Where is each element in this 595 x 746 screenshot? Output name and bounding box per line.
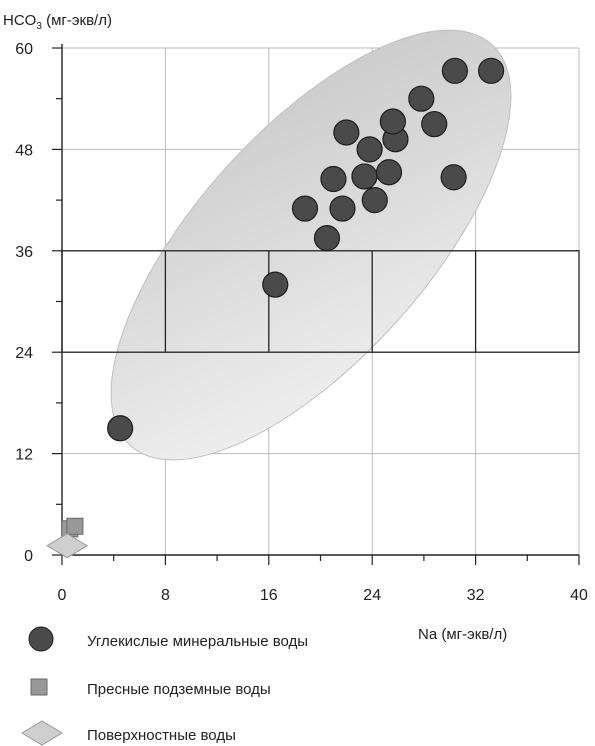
y-tick-label: 60 bbox=[15, 41, 33, 58]
x-tick-labels: 0 8 16 24 32 40 bbox=[58, 587, 588, 604]
data-points bbox=[46, 57, 505, 559]
x-tick-label: 16 bbox=[260, 587, 278, 604]
axes bbox=[52, 44, 580, 565]
point-mineral-water bbox=[375, 159, 403, 186]
point-mineral-water bbox=[333, 119, 360, 146]
x-tick-label: 40 bbox=[570, 587, 588, 604]
y-tick-label: 24 bbox=[15, 345, 33, 362]
y-axis-title-subscript: 3 bbox=[36, 21, 42, 32]
x-tick-label: 24 bbox=[363, 587, 381, 604]
point-mineral-water bbox=[361, 187, 388, 214]
point-mineral-water bbox=[262, 271, 289, 298]
point-mineral-water bbox=[408, 85, 435, 112]
point-mineral-water bbox=[356, 136, 383, 163]
point-mineral-water bbox=[379, 108, 406, 135]
x-axis-title: Na (мг-экв/л) bbox=[418, 626, 507, 643]
point-fresh-groundwater bbox=[66, 517, 84, 535]
y-tick-label: 0 bbox=[24, 548, 33, 565]
point-mineral-water bbox=[107, 415, 134, 442]
point-mineral-water bbox=[440, 164, 467, 191]
point-mineral-water bbox=[291, 195, 319, 222]
point-mineral-water bbox=[320, 165, 347, 193]
legend-label-mineral: Углекислые минеральные воды bbox=[87, 633, 308, 650]
point-mineral-water bbox=[421, 110, 448, 138]
legend-marker-diamond bbox=[21, 720, 63, 746]
legend-label-fresh: Пресные подземные воды bbox=[87, 681, 271, 698]
legend: Углекислые минеральные воды Пресные подз… bbox=[21, 626, 308, 746]
y-tick-label: 48 bbox=[15, 142, 33, 159]
y-axis-title: HCO3 (мг-экв/л) bbox=[3, 12, 112, 32]
x-tick-label: 8 bbox=[161, 587, 170, 604]
point-mineral-water bbox=[478, 57, 505, 84]
x-tick-label: 0 bbox=[58, 587, 67, 604]
point-mineral-water bbox=[351, 163, 378, 190]
legend-label-surface: Поверхностные воды bbox=[87, 727, 236, 744]
legend-marker-circle bbox=[28, 626, 54, 652]
point-surface-water bbox=[46, 533, 89, 559]
y-tick-label: 12 bbox=[15, 447, 33, 464]
y-tick-label: 36 bbox=[15, 244, 33, 261]
point-mineral-water bbox=[329, 195, 356, 222]
x-tick-label: 32 bbox=[467, 587, 485, 604]
point-mineral-water bbox=[441, 57, 469, 84]
point-mineral-water bbox=[313, 225, 341, 252]
y-tick-labels: 0 12 24 36 48 60 bbox=[15, 41, 33, 565]
legend-marker-square bbox=[30, 678, 48, 696]
